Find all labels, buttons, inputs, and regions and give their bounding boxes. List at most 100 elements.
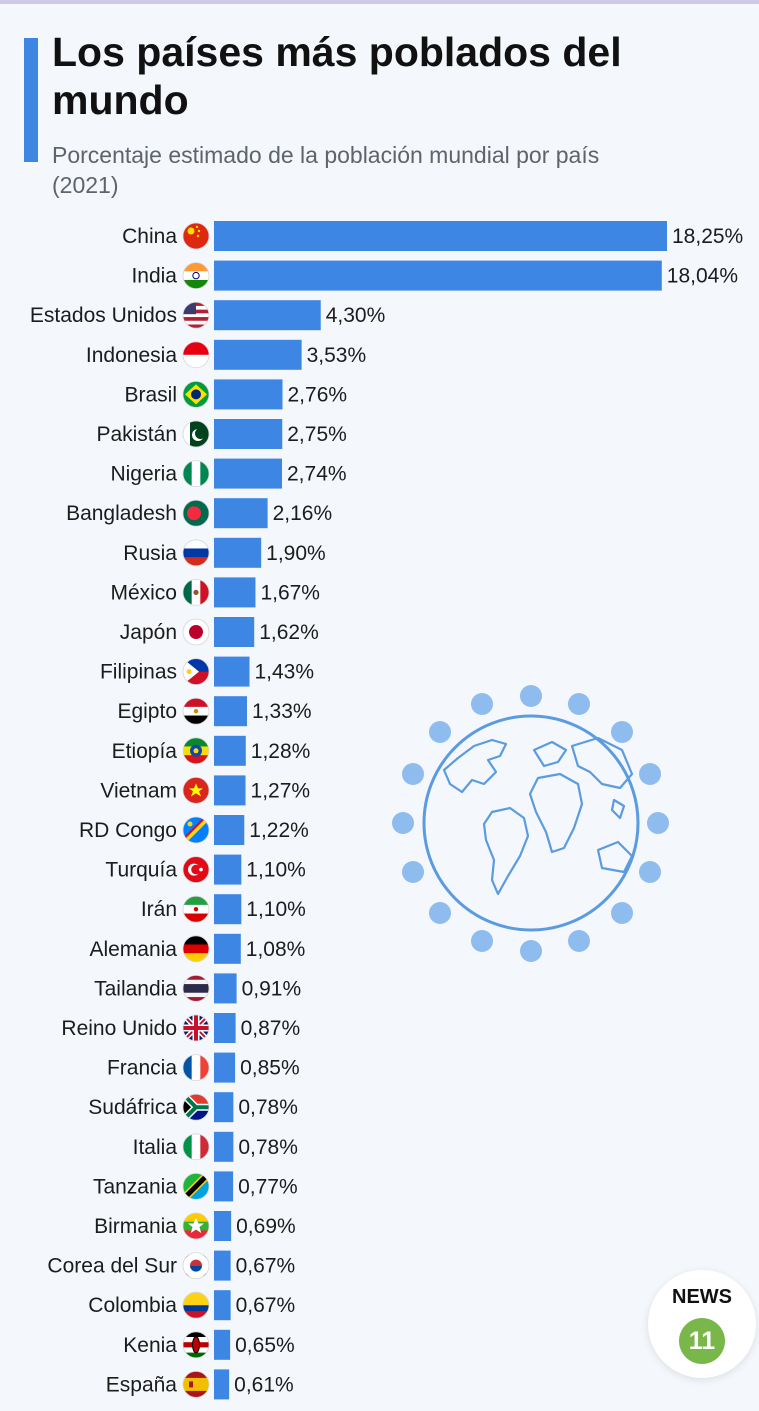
nigeria-flag-icon <box>182 460 210 488</box>
news-badge-number: 11 <box>679 1318 725 1364</box>
country-label: Filipinas <box>100 661 177 684</box>
bar <box>214 775 246 806</box>
drc-flag-icon <box>182 816 210 844</box>
kenya-flag-icon <box>182 1331 210 1359</box>
chart-title: Los países más poblados del mundo <box>52 29 622 123</box>
bar <box>214 260 662 291</box>
country-label: Turquía <box>105 859 177 882</box>
bar <box>214 379 283 410</box>
south-korea-flag-icon <box>182 1252 210 1279</box>
bar <box>214 1052 236 1083</box>
mexico-flag-icon <box>182 578 210 606</box>
value-label: 1,27% <box>251 779 311 802</box>
indonesia-flag-icon <box>182 341 210 369</box>
spain-flag-icon <box>182 1371 210 1398</box>
value-label: 2,16% <box>273 502 333 525</box>
bar <box>214 656 250 687</box>
globe-illustration-icon <box>392 685 669 962</box>
value-label: 18,04% <box>667 265 738 288</box>
country-label: Reino Unido <box>61 1017 177 1040</box>
country-label: Indonesia <box>86 344 177 367</box>
country-label: Nigeria <box>110 463 177 486</box>
bar <box>214 894 242 925</box>
value-label: 2,74% <box>287 463 347 486</box>
value-label: 18,25% <box>672 225 743 248</box>
uk-flag-icon <box>182 1014 210 1042</box>
tanzania-flag-icon <box>182 1173 210 1200</box>
value-label: 0,65% <box>235 1334 295 1357</box>
bar <box>214 1290 231 1321</box>
usa-flag-icon <box>182 301 210 329</box>
bar <box>214 735 246 766</box>
value-label: 1,43% <box>254 661 314 684</box>
value-label: 1,90% <box>266 542 326 565</box>
bar <box>214 1013 236 1043</box>
japan-flag-icon <box>182 618 210 646</box>
turkey-flag-icon <box>182 856 210 883</box>
bar <box>214 815 245 845</box>
value-label: 0,78% <box>238 1096 298 1119</box>
germany-flag-icon <box>182 935 210 963</box>
value-label: 1,67% <box>260 581 320 604</box>
country-label: Bangladesh <box>66 502 177 525</box>
bar <box>214 1171 234 1202</box>
bar <box>214 537 262 568</box>
bar <box>214 933 241 964</box>
value-label: 3,53% <box>307 344 367 367</box>
bar <box>214 221 667 251</box>
philippines-flag-icon <box>182 658 210 686</box>
value-label: 1,08% <box>246 938 306 961</box>
value-label: 1,22% <box>249 819 309 842</box>
value-label: 0,69% <box>236 1215 296 1238</box>
value-label: 0,91% <box>242 977 302 1000</box>
country-label: Japón <box>120 621 177 644</box>
india-flag-icon <box>182 262 210 289</box>
country-label: México <box>110 581 177 604</box>
value-label: 0,61% <box>234 1373 294 1396</box>
pakistan-flag-icon <box>182 420 210 448</box>
myanmar-flag-icon <box>182 1212 210 1240</box>
value-label: 1,33% <box>252 700 312 723</box>
country-label: Kenia <box>123 1334 177 1357</box>
italy-flag-icon <box>182 1133 210 1161</box>
value-label: 1,28% <box>251 740 311 763</box>
bar <box>214 1131 234 1162</box>
ethiopia-flag-icon <box>182 737 210 765</box>
title-accent-bar <box>24 38 38 162</box>
value-label: 2,75% <box>287 423 347 446</box>
country-label: India <box>131 265 177 288</box>
iran-flag-icon <box>182 895 210 923</box>
vietnam-flag-icon <box>182 777 210 804</box>
country-label: España <box>106 1373 178 1396</box>
brazil-flag-icon <box>182 380 210 408</box>
south-africa-flag-icon <box>182 1093 210 1121</box>
bar <box>214 1369 230 1400</box>
bar <box>214 973 237 1004</box>
bar <box>214 1250 231 1281</box>
value-label: 1,62% <box>259 621 319 644</box>
bar <box>214 617 255 647</box>
value-label: 0,67% <box>236 1255 296 1278</box>
country-label: Estados Unidos <box>30 304 177 327</box>
bar <box>214 854 242 885</box>
country-label: China <box>122 225 177 248</box>
country-label: Colombia <box>88 1294 177 1317</box>
country-label: Tailandia <box>94 977 177 1000</box>
china-flag-icon <box>182 222 210 250</box>
colombia-flag-icon <box>182 1291 210 1319</box>
bar <box>214 1092 234 1123</box>
country-label: Sudáfrica <box>88 1096 177 1119</box>
country-label: Tanzania <box>93 1175 177 1198</box>
news11-badge: NEWS 11 <box>648 1270 756 1378</box>
bar <box>214 577 256 608</box>
bar <box>214 339 302 370</box>
country-label: Francia <box>107 1057 177 1080</box>
country-label: Rusia <box>123 542 177 565</box>
country-label: Egipto <box>117 700 177 723</box>
bar <box>214 498 268 529</box>
egypt-flag-icon <box>182 697 210 725</box>
country-label: Corea del Sur <box>47 1255 177 1278</box>
country-label: Birmania <box>94 1215 177 1238</box>
bar <box>214 300 321 331</box>
bar <box>214 419 283 449</box>
